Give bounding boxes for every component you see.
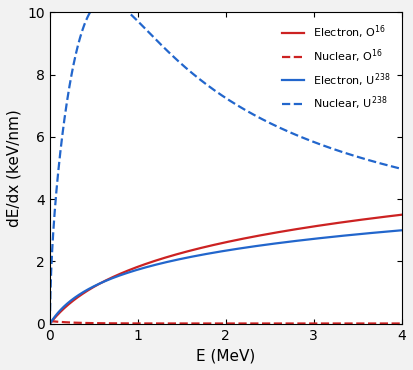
Electron, U$^{238}$ xyxy=(289,239,294,244)
Electron, O$^{16}$ xyxy=(83,289,88,294)
Nuclear, U$^{238}$ xyxy=(190,71,195,76)
Line: Nuclear, U$^{238}$: Nuclear, U$^{238}$ xyxy=(50,0,402,311)
Electron, O$^{16}$ xyxy=(47,321,52,326)
Electron, U$^{238}$ xyxy=(322,235,327,240)
Line: Nuclear, O$^{16}$: Nuclear, O$^{16}$ xyxy=(50,321,402,323)
Y-axis label: dE/dx (keV/nm): dE/dx (keV/nm) xyxy=(7,109,22,227)
Nuclear, O$^{16}$ xyxy=(399,321,404,326)
Nuclear, U$^{238}$ xyxy=(290,131,294,135)
Nuclear, O$^{16}$ xyxy=(202,321,207,326)
Nuclear, U$^{238}$ xyxy=(203,81,208,86)
Nuclear, U$^{238}$ xyxy=(83,18,88,23)
Electron, O$^{16}$ xyxy=(289,228,294,232)
Nuclear, U$^{238}$ xyxy=(47,309,52,313)
Electron, O$^{16}$ xyxy=(202,245,207,249)
Nuclear, U$^{238}$ xyxy=(328,146,333,151)
Nuclear, O$^{16}$ xyxy=(328,321,333,326)
Nuclear, O$^{16}$ xyxy=(322,321,327,326)
Electron, U$^{238}$ xyxy=(83,288,88,293)
Electron, O$^{16}$ xyxy=(322,223,327,227)
Electron, U$^{238}$ xyxy=(399,228,404,232)
Electron, U$^{238}$ xyxy=(47,321,52,326)
Line: Electron, O$^{16}$: Electron, O$^{16}$ xyxy=(50,215,402,323)
Nuclear, O$^{16}$ xyxy=(190,321,195,326)
Nuclear, O$^{16}$ xyxy=(83,321,88,325)
Electron, U$^{238}$ xyxy=(328,235,333,239)
Legend: Electron, O$^{16}$, Nuclear, O$^{16}$, Electron, U$^{238}$, Nuclear, U$^{238}$: Electron, O$^{16}$, Nuclear, O$^{16}$, E… xyxy=(276,18,396,118)
X-axis label: E (MeV): E (MeV) xyxy=(196,348,256,363)
Electron, O$^{16}$ xyxy=(328,222,333,226)
Electron, O$^{16}$ xyxy=(399,212,404,217)
Nuclear, O$^{16}$ xyxy=(47,319,52,323)
Electron, O$^{16}$ xyxy=(190,248,195,252)
Line: Electron, U$^{238}$: Electron, U$^{238}$ xyxy=(50,230,402,323)
Nuclear, O$^{16}$ xyxy=(289,321,294,326)
Electron, U$^{238}$ xyxy=(190,255,195,259)
Electron, U$^{238}$ xyxy=(202,252,207,256)
Nuclear, U$^{238}$ xyxy=(104,0,109,2)
Nuclear, U$^{238}$ xyxy=(322,144,327,148)
Nuclear, U$^{238}$ xyxy=(399,167,404,171)
